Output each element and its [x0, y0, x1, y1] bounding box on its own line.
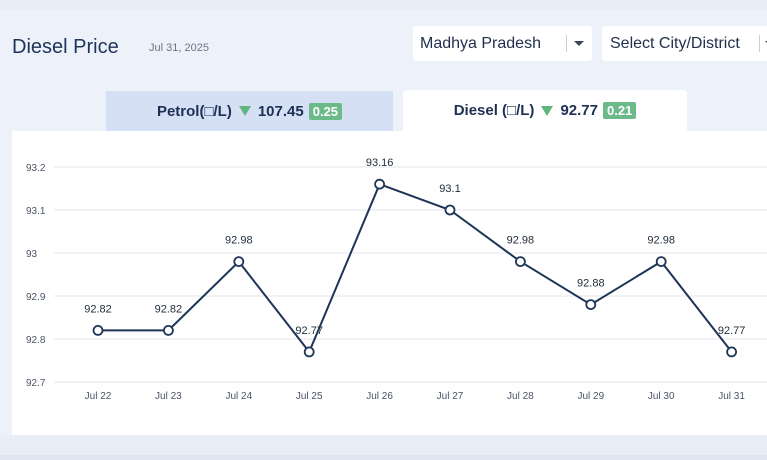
price-line-chart: 92.7 92.8 92.9 93 93.1 93.2 Jul 22 Jul 23 Jul 24…: [26, 157, 767, 402]
chevron-down-icon[interactable]: [765, 41, 767, 46]
x-tick-label: Jul 22: [85, 391, 112, 402]
tab-petrol[interactable]: Petrol(□/L) 107.45 0.25: [106, 91, 393, 131]
tab-petrol-price: 107.45: [257, 102, 304, 120]
select-divider: [759, 35, 760, 52]
y-tick-label: 93: [26, 249, 38, 260]
select-divider: [566, 35, 567, 52]
data-point: [655, 256, 667, 268]
y-tick-label: 92.8: [26, 335, 46, 346]
next-section-edge: [0, 455, 767, 460]
data-label: 93.16: [366, 157, 394, 169]
data-point: [726, 346, 737, 358]
x-tick-label: Jul 29: [577, 391, 604, 402]
data-point: [374, 178, 386, 190]
city-select-placeholder: Select City/District: [610, 34, 740, 52]
data-point: [162, 324, 174, 336]
tab-diesel[interactable]: Diesel (□/L) 92.77 0.21: [403, 90, 687, 131]
data-label: 93.1: [439, 183, 460, 195]
tab-diesel-label: Diesel (□/L): [453, 102, 535, 119]
state-select-value: Madhya Pradesh: [420, 34, 541, 52]
x-tick-label: Jul 31: [718, 391, 745, 402]
x-tick-label: Jul 26: [366, 391, 393, 402]
data-label: 92.88: [577, 278, 605, 290]
data-label: 92.98: [507, 235, 535, 247]
series-line: [98, 182, 733, 354]
y-tick-label: 92.7: [26, 378, 46, 389]
x-tick-label: Jul 28: [507, 391, 534, 402]
data-point: [92, 324, 104, 336]
data-point: [444, 204, 456, 216]
data-point: [233, 256, 245, 268]
x-tick-label: Jul 24: [225, 391, 252, 402]
chevron-down-icon[interactable]: [574, 41, 584, 46]
data-point: [514, 256, 526, 268]
price-down-arrow-icon: [541, 105, 554, 116]
y-tick-label: 93.1: [26, 206, 46, 217]
tab-petrol-change-badge: 0.25: [308, 102, 343, 120]
price-chart-card: 92.7 92.8 92.9 93 93.1 93.2 Jul 22 Jul 23 Jul 24…: [12, 131, 767, 435]
data-point: [585, 299, 597, 311]
data-label: 92.77: [295, 325, 323, 337]
x-tick-label: Jul 30: [648, 391, 675, 402]
data-label: 92.77: [718, 325, 746, 337]
data-point: [303, 346, 315, 358]
data-label: 92.98: [647, 235, 675, 247]
data-label: 92.82: [84, 303, 112, 315]
price-date: Jul 31, 2025: [149, 42, 209, 54]
price-down-arrow-icon: [238, 106, 251, 116]
city-select[interactable]: Select City/District: [602, 26, 767, 61]
tab-diesel-price: 92.77: [560, 102, 598, 119]
data-label: 92.82: [155, 303, 183, 315]
x-tick-label: Jul 25: [296, 391, 323, 402]
tab-diesel-change-badge: 0.21: [602, 102, 637, 119]
y-tick-label: 93.2: [26, 163, 46, 174]
x-tick-label: Jul 23: [155, 391, 182, 402]
page-title: Diesel Price: [12, 36, 119, 58]
data-label: 92.98: [225, 235, 253, 247]
x-tick-label: Jul 27: [437, 391, 464, 402]
y-tick-label: 92.9: [26, 292, 46, 303]
tab-petrol-label: Petrol(□/L): [156, 102, 232, 120]
state-select[interactable]: Madhya Pradesh: [413, 26, 592, 61]
